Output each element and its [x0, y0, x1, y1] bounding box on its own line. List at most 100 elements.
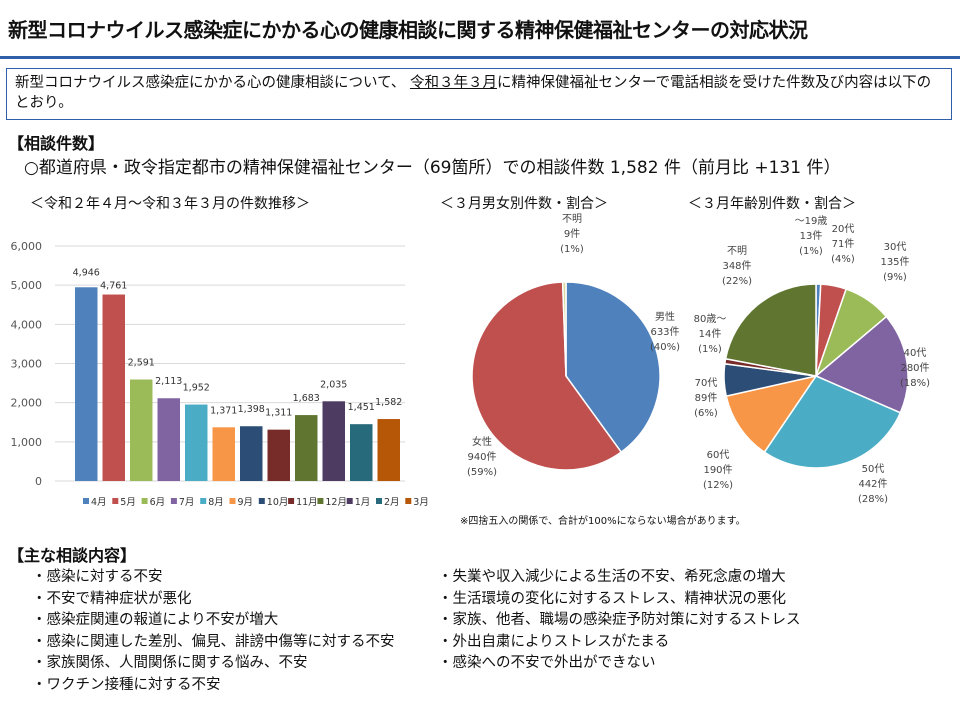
- data-label: 4,946: [73, 267, 100, 278]
- slice-label: 9件: [564, 228, 580, 240]
- y-tick-label: 4,000: [11, 318, 43, 331]
- bar-11月: [267, 429, 290, 481]
- y-tick-label: 0: [35, 475, 42, 488]
- legend-swatch: [258, 498, 265, 504]
- pie-slice-女性: [471, 281, 623, 471]
- pie-slice-50代: [763, 375, 902, 469]
- list-item: ・家族関係、人間関係に関する悩み、不安: [32, 655, 308, 671]
- legend-label: 3月: [413, 497, 429, 508]
- data-label: 1,683: [293, 393, 320, 404]
- slice-label: (1%): [560, 244, 584, 255]
- slice-label: (40%): [650, 342, 680, 353]
- slice-label: (28%): [858, 494, 888, 505]
- legend-swatch: [376, 498, 382, 504]
- contents-right-list: ・失業や収入減少による生活の不安、希死念慮の増大 ・生活環境の変化に対するストレ…: [438, 567, 801, 675]
- legend-label: 4月: [91, 497, 107, 508]
- list-item: ・感染に対する不安: [32, 569, 163, 585]
- data-label: 2,035: [320, 379, 347, 390]
- slice-label: (12%): [703, 480, 733, 491]
- slice-label: 14件: [699, 328, 722, 340]
- slice-label: (1%): [698, 344, 722, 355]
- legend-label: 6月: [150, 497, 166, 508]
- legend-label: 12月: [325, 497, 347, 508]
- bar-7月: [157, 398, 180, 481]
- list-item: ・感染への不安で外出ができない: [438, 655, 656, 671]
- pie-slice-不明: [724, 283, 817, 377]
- intro-text-rest: に精神保健福祉センターで電話相談を受けた件数及び内容は以下のとおり。: [15, 75, 932, 111]
- data-label: 1,952: [183, 383, 210, 394]
- legend-swatch: [317, 498, 324, 504]
- rounding-note: ※四捨五入の関係で、合計が100%にならない場合があります。: [460, 516, 746, 527]
- slice-label: 不明: [727, 245, 747, 257]
- slice-label: 男性: [655, 310, 675, 323]
- legend-swatch: [141, 498, 148, 504]
- slice-label: (4%): [831, 254, 855, 265]
- bar-12月: [295, 415, 318, 481]
- slice-label: 348件: [722, 260, 751, 272]
- slice-label: 40代: [904, 347, 927, 359]
- bar-10月: [240, 426, 263, 481]
- age-pie-title: ＜３月年齢別件数・割合＞: [688, 196, 856, 212]
- pie-slice-40代: [814, 315, 909, 414]
- bar-chart-title: ＜令和２年４月～令和３年３月の件数推移＞: [30, 196, 310, 212]
- intro-box: 新型コロナウイルス感染症にかかる心の健康相談について、 令和３年３月に精神保健福…: [6, 68, 952, 120]
- intro-period: 令和３年３月: [409, 75, 497, 91]
- slice-label: 70代: [695, 377, 718, 389]
- slice-label: 442件: [858, 478, 887, 490]
- bar-8月: [185, 404, 208, 481]
- slice-label: 13件: [800, 230, 823, 242]
- pie-slice-60代: [725, 374, 818, 454]
- slice-label: (9%): [883, 272, 907, 283]
- y-tick-label: 5,000: [11, 279, 43, 292]
- bar-6月: [130, 379, 153, 481]
- y-tick-label: 3,000: [11, 358, 43, 371]
- data-label: 1,311: [265, 408, 292, 419]
- slice-label: 190件: [703, 464, 732, 476]
- data-label: 2,113: [155, 376, 182, 387]
- data-label: 2,591: [128, 358, 155, 369]
- slice-label: 135件: [880, 256, 909, 268]
- slice-label: 女性: [472, 435, 492, 448]
- y-tick-label: 2,000: [11, 397, 43, 410]
- legend-swatch: [229, 498, 236, 504]
- slice-label: 633件: [650, 326, 679, 338]
- slice-label: (6%): [694, 408, 718, 419]
- title-divider: [0, 56, 960, 59]
- legend-swatch: [288, 498, 295, 504]
- bar-3月: [377, 419, 400, 481]
- summary-line: ○都道府県・政令指定都市の精神保健福祉センター（69箇所）での相談件数 1,58…: [24, 158, 841, 178]
- data-label: 4,761: [100, 281, 127, 292]
- list-item: ・不安で精神症状が悪化: [32, 590, 192, 607]
- slice-label: (59%): [467, 467, 497, 478]
- list-item: ・生活環境の変化に対するストレス、精神状況の悪化: [438, 590, 786, 607]
- slice-label: 60代: [707, 449, 730, 461]
- slice-label: 940件: [467, 451, 496, 463]
- slice-label: (22%): [722, 276, 752, 287]
- gender-pie-chart: 男性 633件 (40%) 女性 940件 (59%) 不明 9件 (1%): [467, 213, 680, 478]
- data-label: 1,451: [348, 402, 375, 413]
- content-heading: 【主な相談内容】: [8, 546, 137, 565]
- bar-2月: [350, 424, 373, 481]
- legend-swatch: [112, 498, 119, 504]
- bar-1月: [322, 401, 345, 481]
- list-item: ・感染症関連の報道により不安が増大: [32, 612, 279, 628]
- legend-swatch: [346, 498, 353, 504]
- bar-5月: [102, 294, 125, 481]
- list-item: ・感染に関連した差別、偏見、誹謗中傷等に対する不安: [32, 633, 395, 650]
- data-label: 1,371: [210, 405, 237, 416]
- y-tick-label: 1,000: [11, 436, 43, 449]
- legend-label: 11月: [296, 497, 318, 508]
- slice-label: ～19歳: [795, 215, 828, 227]
- counts-heading: 【相談件数】: [8, 134, 105, 153]
- bar-9月: [212, 427, 235, 481]
- list-item: ・外出自粛によりストレスがたまる: [438, 633, 670, 650]
- legend-swatch: [405, 498, 412, 504]
- y-tick-label: 6,000: [11, 240, 43, 253]
- list-item: ・家族、他者、職場の感染症予防対策に対するストレス: [438, 612, 801, 628]
- data-label: 1,398: [238, 404, 265, 415]
- legend-label: 10月: [267, 497, 289, 508]
- slice-label: 30代: [884, 241, 907, 253]
- pie-slice-不明: [561, 281, 567, 377]
- slice-label: 89件: [695, 392, 718, 404]
- pie-slice-男性: [565, 281, 661, 454]
